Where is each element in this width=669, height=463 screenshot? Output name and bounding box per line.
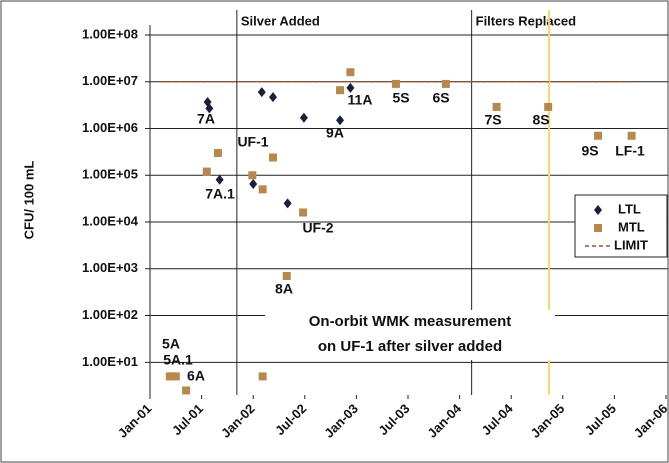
y-axis-label: CFU/ 100 mL	[21, 161, 36, 240]
data-point	[248, 171, 257, 180]
y-tick-label: 1.00E+03	[82, 260, 138, 275]
data-point	[441, 79, 450, 88]
point-label: 9A	[326, 125, 344, 141]
data-point	[346, 68, 355, 77]
point-label: 8A	[275, 281, 293, 297]
data-point	[258, 185, 267, 194]
note-text: On-orbit WMK measurement	[309, 313, 512, 330]
note-text: on UF-1 after silver added	[318, 338, 502, 355]
y-tick-label: 1.00E+04	[82, 213, 139, 228]
point-label: 9S	[581, 143, 598, 159]
data-point	[249, 179, 258, 190]
data-point	[182, 386, 191, 395]
legend-label: LTL	[618, 201, 641, 216]
data-point	[336, 115, 345, 126]
data-point	[299, 112, 308, 123]
data-point	[213, 148, 222, 157]
data-point	[282, 272, 291, 281]
data-point	[268, 92, 277, 103]
legend-marker	[594, 224, 602, 232]
note-box	[265, 310, 555, 360]
legend-box	[574, 194, 668, 258]
y-tick-label: 1.00E+07	[82, 73, 138, 88]
point-label: 5S	[392, 90, 409, 106]
data-point	[627, 131, 636, 140]
point-label: 7S	[484, 112, 501, 128]
data-point	[544, 102, 553, 111]
point-label: 7A.1	[205, 186, 235, 202]
point-label: 7A	[197, 111, 215, 127]
data-point	[391, 79, 400, 88]
data-point	[205, 103, 214, 114]
data-point	[594, 131, 603, 140]
data-point	[336, 86, 345, 95]
data-point	[202, 167, 211, 176]
data-point	[283, 198, 292, 209]
point-label: 6A	[187, 368, 205, 384]
data-point	[492, 102, 501, 111]
data-point	[299, 208, 308, 217]
point-label: LF-1	[615, 143, 645, 159]
data-point	[268, 153, 277, 162]
legend-label: MTL	[618, 219, 645, 234]
point-label: UF-2	[302, 220, 333, 236]
data-point	[258, 372, 267, 381]
data-point	[257, 87, 266, 98]
point-label: 5A.1	[163, 352, 193, 368]
event-label: Filters Replaced	[476, 13, 576, 28]
y-tick-label: 1.00E+08	[82, 26, 138, 41]
point-label: 8S	[532, 112, 549, 128]
point-label: 11A	[348, 92, 373, 108]
event-label: Silver Added	[241, 13, 320, 28]
point-label: UF-1	[237, 134, 268, 150]
y-tick-label: 1.00E+02	[82, 307, 138, 322]
y-tick-label: 1.00E+05	[82, 167, 138, 182]
point-label: 6S	[432, 90, 449, 106]
legend-marker	[594, 205, 602, 215]
y-tick-label: 1.00E+01	[82, 354, 138, 369]
point-label: 5A	[162, 336, 180, 352]
y-tick-label: 1.00E+06	[82, 120, 138, 135]
data-point	[346, 82, 355, 93]
data-point	[215, 174, 224, 185]
legend-label: LIMIT	[614, 237, 648, 252]
data-point	[171, 372, 180, 381]
